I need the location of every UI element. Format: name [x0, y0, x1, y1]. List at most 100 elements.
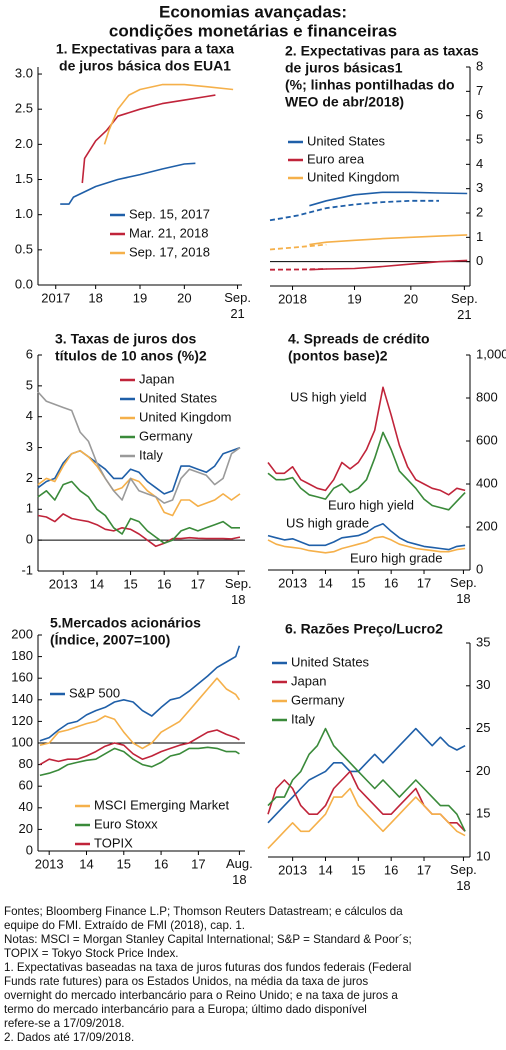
x-tick-label-line: Aug. [226, 856, 253, 871]
x-tick-label: 17 [417, 575, 431, 590]
series-line [81, 94, 216, 184]
y-tick-label: 800 [476, 389, 498, 404]
legend-label: Sep. 15, 2017 [129, 206, 210, 221]
x-tick-label: 17 [417, 862, 431, 877]
x-tick-label: 14 [90, 576, 104, 591]
panel-title: 5.Mercados acionários [50, 615, 201, 631]
y-tick-label: 3 [26, 439, 33, 454]
series-line [267, 535, 466, 554]
panel-title: títulos de 10 anos (%)2 [55, 348, 207, 364]
panel-title: 3. Taxas de juros dos [55, 331, 197, 347]
x-tick-label-line: Sep. [224, 290, 251, 305]
x-tick-label-line: 18 [232, 872, 246, 887]
x-tick-label: Sep. 21 [451, 291, 478, 322]
y-tick-label: 2 [476, 204, 483, 219]
y-tick-label: 0 [26, 842, 33, 857]
projection-line [269, 268, 327, 271]
y-tick-label: 3.0 [15, 65, 33, 80]
x-tick-label: 19 [133, 290, 147, 305]
x-tick-label: 20 [404, 291, 418, 306]
x-tick-label: 16 [384, 575, 398, 590]
y-tick-label: 160 [11, 670, 33, 685]
series-line [267, 431, 466, 511]
y-tick-label: 3 [476, 180, 483, 195]
x-tick-label: 19 [347, 291, 361, 306]
panel-title: WEO de abr/2018) [285, 94, 404, 110]
series-line [37, 449, 241, 517]
y-tick-label: 200 [11, 626, 33, 641]
x-tick-label: 2013 [278, 862, 307, 877]
y-tick-label: 1.5 [15, 171, 33, 186]
y-tick-label: 0 [26, 532, 33, 547]
legend-label: United States [291, 654, 370, 669]
series-line [39, 677, 241, 750]
series-line [60, 162, 196, 205]
series-line [37, 391, 241, 504]
x-tick-label: 15 [351, 862, 365, 877]
y-tick-label: 8 [476, 58, 483, 73]
series-line [309, 234, 468, 246]
projection-line [269, 243, 327, 251]
x-tick-label-line: 18 [456, 591, 470, 606]
y-tick-label: 0.0 [15, 276, 33, 291]
legend-label: Germany [139, 428, 193, 443]
y-tick-label: 1 [476, 229, 483, 244]
y-tick-label: 35 [476, 634, 490, 649]
projection-line [269, 199, 439, 222]
series-line [267, 727, 466, 824]
series-label: Euro high yield [328, 497, 414, 512]
main-title: Economias avançadas: [159, 2, 347, 21]
x-tick-label: 20 [177, 290, 191, 305]
x-tick-label: 2013 [49, 576, 78, 591]
x-tick-label: 14 [79, 856, 93, 871]
main-title: condições monetárias e financeiras [109, 21, 397, 40]
legend-label: Japan [291, 673, 326, 688]
legend-label: Euro Stoxx [94, 816, 158, 831]
x-tick-label: 2013 [35, 856, 64, 871]
series-line [309, 191, 468, 207]
legend-label: TOPIX [94, 835, 133, 850]
y-tick-label: 25 [476, 720, 490, 735]
y-tick-label: 2.5 [15, 101, 33, 116]
series-line [37, 513, 241, 548]
panel-title: (%; linhas pontilhadas do [285, 77, 455, 93]
series-label: US high grade [286, 515, 369, 530]
legend-label: United Kingdom [307, 169, 400, 184]
note: equipe do FMI. Extraído de FMI (2018), c… [4, 919, 245, 932]
legend-label: United States [307, 133, 386, 148]
note: Fontes; Bloomberg Finance L.P; Thomson R… [4, 905, 403, 918]
y-tick-label: 2.0 [15, 136, 33, 151]
series-line [39, 729, 240, 766]
x-tick-label-line: 21 [457, 307, 471, 322]
y-tick-label: 200 [476, 518, 498, 533]
series-line [103, 83, 234, 145]
series-line [39, 746, 240, 777]
legend-label: United States [139, 390, 218, 405]
x-tick-label: 2013 [278, 575, 307, 590]
y-tick-label: 400 [476, 475, 498, 490]
legend-label: S&P 500 [69, 685, 120, 700]
y-tick-label: 1,000 [476, 346, 506, 361]
x-tick-label-line: 21 [230, 306, 244, 321]
y-tick-label: -1 [21, 562, 33, 577]
note: TOPIX = Tokyo Stock Price Index. [4, 947, 179, 960]
note: overnight do mercado interbancário para … [4, 989, 398, 1002]
y-tick-label: 6 [26, 346, 33, 361]
y-tick-label: 100 [11, 734, 33, 749]
x-tick-label: Aug. 18 [226, 856, 253, 887]
panel-title: 6. Razões Preço/Lucro2 [285, 621, 443, 637]
y-tick-label: 120 [11, 713, 33, 728]
legend-label: United Kingdom [139, 409, 232, 424]
x-tick-label-line: 18 [456, 878, 470, 893]
panel-title: 1. Expectativas para a taxa [56, 41, 234, 57]
note: 1. Expectativas baseadas na taxa de juro… [4, 961, 411, 974]
note: Funds rate futures) para os Estados Unid… [4, 975, 368, 988]
x-tick-label-line: Sep. [225, 576, 252, 591]
series-label: US high yield [290, 389, 367, 404]
y-tick-label: 7 [476, 83, 483, 98]
y-tick-label: 1 [26, 501, 33, 516]
x-tick-label: 14 [318, 575, 332, 590]
legend-label: Italy [139, 447, 163, 462]
